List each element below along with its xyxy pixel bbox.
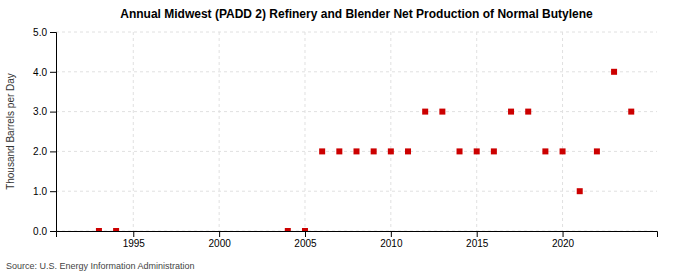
grid: [56, 32, 657, 231]
point: [96, 228, 102, 231]
x-grid-line: [304, 32, 305, 231]
point: [542, 148, 548, 154]
x-tick-mark: [133, 231, 134, 237]
y-grid-line: [56, 191, 657, 192]
point: [319, 148, 325, 154]
x-tick-label: 2005: [294, 238, 317, 249]
point: [628, 109, 634, 115]
y-tick-label: 0.0: [33, 226, 47, 237]
x-tick-mark: [219, 231, 220, 237]
x-tick-mark: [563, 231, 564, 237]
point: [611, 69, 617, 75]
y-axis-title: Thousand Barrels per Day: [5, 73, 16, 190]
y-tick-mark: [50, 32, 56, 33]
point: [560, 148, 566, 154]
y-tick-label: 4.0: [33, 67, 47, 78]
point: [474, 148, 480, 154]
point: [405, 148, 411, 154]
x-tick: 2010: [380, 231, 403, 249]
y-grid-line: [56, 111, 657, 112]
point: [594, 148, 600, 154]
point: [525, 109, 531, 115]
point: [285, 228, 291, 231]
x-tick-label: 2000: [209, 238, 232, 249]
point: [457, 148, 463, 154]
x-axis-line: [57, 232, 658, 238]
y-axis-line: [50, 33, 57, 232]
y-tick-label: 2.0: [33, 146, 47, 157]
point: [371, 148, 377, 154]
x-grid-line: [390, 32, 391, 231]
x-tick-mark: [477, 231, 478, 237]
x-tick-label: 2020: [552, 238, 575, 249]
x-grid-line: [476, 32, 477, 231]
x-tick: 1995: [123, 231, 146, 249]
x-tick-label: 2015: [466, 238, 489, 249]
y-tick: 0.0: [33, 226, 56, 237]
y-tick-label: 5.0: [33, 27, 47, 38]
y-tick: 2.0: [33, 146, 56, 157]
point: [113, 228, 119, 231]
x-tick: 2020: [552, 231, 575, 249]
y-tick: 3.0: [33, 106, 56, 117]
point: [388, 148, 394, 154]
plot: 1995 2000 2005 2010 2015 2020 0.0 1.0 2.0 3.0 4.0 5…: [33, 27, 657, 249]
point: [354, 148, 360, 154]
x-tick: 2000: [209, 231, 232, 249]
x-grid-line: [219, 32, 220, 231]
x-tick: 2005: [294, 231, 317, 249]
y-tick-mark: [50, 151, 56, 152]
y-tick: 1.0: [33, 186, 56, 197]
x-tick-label: 2010: [380, 238, 403, 249]
x-axis: 1995 2000 2005 2010 2015 2020: [57, 231, 658, 249]
point: [508, 109, 514, 115]
source: Source: U.S. Energy Information Administ…: [6, 261, 195, 271]
x-tick-mark: [391, 231, 392, 237]
point: [302, 228, 308, 231]
y-tick-mark: [50, 112, 56, 113]
x-tick: 2015: [466, 231, 489, 249]
y-tick-label: 1.0: [33, 186, 47, 197]
y-tick-mark: [50, 72, 56, 73]
point: [422, 109, 428, 115]
point: [439, 109, 445, 115]
y-axis: 0.0 1.0 2.0 3.0 4.0 5.0: [33, 27, 56, 237]
x-tick-mark: [305, 231, 306, 237]
chart: 1995 2000 2005 2010 2015 2020 0.0 1.0 2.0 3.0 4.0 5…: [0, 0, 675, 275]
title: Annual Midwest (PADD 2) Refinery and Ble…: [120, 7, 593, 21]
y-tick: 5.0: [33, 27, 56, 38]
y-tick: 4.0: [33, 67, 56, 78]
x-grid-line: [562, 32, 563, 231]
y-grid-line: [56, 32, 657, 33]
points: [96, 69, 634, 231]
y-tick-mark: [50, 191, 56, 192]
point: [577, 188, 583, 194]
y-tick-label: 3.0: [33, 106, 47, 117]
point: [336, 148, 342, 154]
x-grid-line: [133, 32, 134, 231]
point: [491, 148, 497, 154]
y-grid-line: [56, 71, 657, 72]
y-tick-mark: [50, 231, 56, 232]
x-tick-label: 1995: [123, 238, 146, 249]
